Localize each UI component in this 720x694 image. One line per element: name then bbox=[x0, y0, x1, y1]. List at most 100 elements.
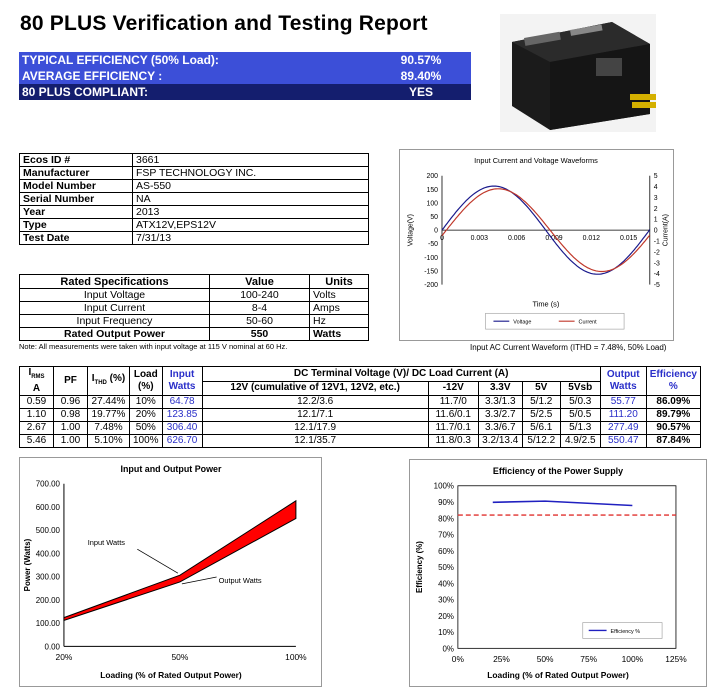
rated-row: Input Current 8-4 Amps bbox=[19, 301, 369, 315]
rated-header: Value bbox=[209, 274, 310, 289]
annotation-input: Input Watts bbox=[88, 538, 126, 547]
load-header: Load (%) bbox=[129, 366, 163, 396]
table-cell: 64.78 bbox=[161, 395, 203, 409]
x-tick-label: 0.015 bbox=[620, 235, 637, 242]
table-cell: 12.1/35.7 bbox=[201, 434, 429, 448]
legend-label: Current bbox=[579, 320, 598, 326]
input-watts-header: Input Watts bbox=[161, 366, 203, 396]
rated-row: Input Voltage 100-240 Volts bbox=[19, 288, 369, 302]
x-axis-label: Time (s) bbox=[532, 299, 559, 308]
rated-unit: Watts bbox=[309, 327, 369, 341]
table-cell: 4.9/2.5 bbox=[559, 434, 601, 448]
x-tick-label: 0.003 bbox=[471, 235, 488, 242]
rated-spec: Input Voltage bbox=[19, 288, 210, 302]
rated-spec: Input Current bbox=[19, 301, 210, 315]
y-tick-label: -50 bbox=[428, 241, 438, 248]
info-value: 3661 bbox=[132, 153, 369, 167]
table-cell: 27.44% bbox=[87, 395, 130, 409]
table-cell: 0.98 bbox=[53, 408, 88, 422]
rated-value: 8-4 bbox=[209, 301, 310, 315]
info-value: ATX12V,EPS12V bbox=[132, 218, 369, 232]
table-cell: 123.85 bbox=[161, 408, 203, 422]
waveform-chart: Input Current and Voltage Waveforms20015… bbox=[399, 149, 674, 341]
dc-header: DC Terminal Voltage (V)/ DC Load Current… bbox=[201, 366, 601, 382]
table-cell: 100% bbox=[129, 434, 163, 448]
info-key: Year bbox=[19, 205, 133, 219]
y2-tick-label: 2 bbox=[654, 206, 658, 213]
table-cell: 5/0.5 bbox=[559, 408, 601, 422]
table-cell: 87.84% bbox=[645, 434, 702, 448]
chart-title: Efficiency of the Power Supply bbox=[493, 466, 623, 476]
y2-tick-label: -3 bbox=[654, 260, 660, 267]
y-axis-label: Efficiency (%) bbox=[415, 541, 424, 593]
table-cell: 5/0.3 bbox=[559, 395, 601, 409]
y-axis-label: Power (Watts) bbox=[23, 538, 32, 591]
summary-label: AVERAGE EFFICIENCY : bbox=[19, 68, 276, 84]
table-cell: 11.7/0 bbox=[427, 395, 479, 409]
annotation-output: Output Watts bbox=[219, 576, 262, 585]
info-value: FSP TECHNOLOGY INC. bbox=[132, 166, 369, 180]
rated-specs-table: Rated Specifications Value Units Input V… bbox=[19, 274, 369, 341]
y2-tick-label: 5 bbox=[654, 173, 658, 180]
rated-value: 550 bbox=[209, 327, 310, 341]
table-cell: 111.20 bbox=[599, 408, 647, 422]
rated-row: Rated Output Power 550 Watts bbox=[19, 327, 369, 341]
table-cell: 50% bbox=[129, 421, 163, 435]
y-tick-label: -150 bbox=[424, 268, 438, 275]
y-tick-label: 50 bbox=[430, 214, 438, 221]
info-row: Serial Number NA bbox=[19, 192, 369, 206]
legend-box bbox=[485, 312, 625, 330]
table-cell: 10% bbox=[129, 395, 163, 409]
y2-tick-label: 3 bbox=[654, 195, 658, 202]
x-axis-label: Loading (% of Rated Output Power) bbox=[100, 670, 242, 680]
psu-product-photo bbox=[500, 14, 656, 132]
x-tick-label: 0.012 bbox=[583, 235, 600, 242]
table-cell: 3.3/1.3 bbox=[477, 395, 523, 409]
info-key: Manufacturer bbox=[19, 166, 133, 180]
y-tick-label: 90% bbox=[438, 498, 454, 507]
info-row: Manufacturer FSP TECHNOLOGY INC. bbox=[19, 166, 369, 180]
output-watts-header: Output Watts bbox=[599, 366, 647, 396]
table-cell: 89.79% bbox=[645, 408, 702, 422]
efficiency-chart: Efficiency of the Power Supply 100% 90% 80%… bbox=[409, 459, 707, 687]
y-tick-label: 600.00 bbox=[36, 503, 61, 512]
y2-tick-label: -4 bbox=[654, 271, 660, 278]
y2-tick-label: 4 bbox=[654, 184, 658, 191]
info-key: Ecos ID # bbox=[19, 153, 133, 167]
y-tick-label: 200 bbox=[427, 173, 439, 180]
rated-header-row: Rated Specifications Value Units bbox=[19, 274, 369, 289]
legend-label: Voltage bbox=[513, 320, 531, 326]
table-cell: 12.2/3.6 bbox=[201, 395, 429, 409]
table-cell: 277.49 bbox=[599, 421, 647, 435]
y-tick-label: 0% bbox=[442, 644, 453, 653]
measurement-note: Note: All measurements were taken with i… bbox=[19, 342, 288, 351]
summary-table: TYPICAL EFFICIENCY (50% Load): 90.57% AV… bbox=[19, 52, 471, 100]
y2-tick-label: 0 bbox=[654, 228, 658, 235]
info-table: Ecos ID #3661 Manufacturer FSP TECHNOLOGY… bbox=[19, 153, 369, 245]
y-tick-label: 100% bbox=[434, 482, 454, 491]
table-cell: 306.40 bbox=[161, 421, 203, 435]
table-cell: 626.70 bbox=[161, 434, 203, 448]
summary-row: AVERAGE EFFICIENCY : 89.40% bbox=[19, 68, 471, 84]
table-cell: 550.47 bbox=[599, 434, 647, 448]
table-cell: 5/2.5 bbox=[521, 408, 561, 422]
summary-row: TYPICAL EFFICIENCY (50% Load): 90.57% bbox=[19, 52, 471, 68]
annotation-leader bbox=[181, 576, 217, 585]
y-tick-label: 50% bbox=[438, 563, 454, 572]
rated-spec: Rated Output Power bbox=[19, 327, 210, 341]
x-tick-label: 20% bbox=[56, 652, 73, 662]
meas-header-row: IRMS A PF ITHD (%) Load (%) Input Watts DC … bbox=[19, 366, 702, 396]
y-tick-label: 200.00 bbox=[36, 596, 61, 605]
y-tick-label: 40% bbox=[438, 579, 454, 588]
y-tick-label: 80% bbox=[438, 514, 454, 523]
y-tick-label: 300.00 bbox=[36, 573, 61, 582]
info-row: Model Number AS-550 bbox=[19, 179, 369, 193]
summary-row: 80 PLUS COMPLIANT: YES bbox=[19, 84, 471, 100]
table-cell: 2.67 bbox=[19, 421, 54, 435]
rated-row: Input Frequency 50-60 Hz bbox=[19, 314, 369, 328]
info-value: NA bbox=[132, 192, 369, 206]
table-cell: 5.10% bbox=[87, 434, 130, 448]
info-value: 7/31/13 bbox=[132, 231, 369, 245]
y2-tick-label: -1 bbox=[654, 239, 660, 246]
y-tick-label: 700.00 bbox=[36, 480, 61, 489]
